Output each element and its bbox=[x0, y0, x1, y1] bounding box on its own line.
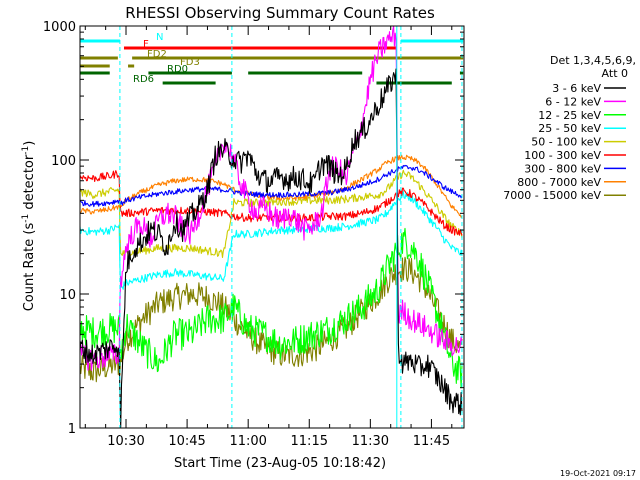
y-tick-label: 1000 bbox=[43, 20, 76, 35]
legend-entry-label: 100 - 300 keV bbox=[524, 149, 601, 162]
legend-header-attenuator: Att 0 bbox=[602, 67, 628, 80]
flag-label-rd6: RD6 bbox=[133, 74, 154, 85]
legend-entry-label: 6 - 12 keV bbox=[545, 95, 601, 108]
x-tick-label: 10:30 bbox=[107, 434, 144, 449]
legend-entry-label: 12 - 25 keV bbox=[538, 109, 601, 122]
legend-entry-label: 3 - 6 keV bbox=[552, 82, 601, 95]
flag-label-fd2: FD2 bbox=[147, 49, 167, 60]
legend-entry-label: 25 - 50 keV bbox=[538, 122, 601, 135]
y-tick-label: 1 bbox=[68, 422, 76, 437]
legend-entry-label: 300 - 800 keV bbox=[524, 162, 601, 175]
chart-title: RHESSI Observing Summary Count Rates bbox=[125, 4, 435, 22]
x-tick-label: 11:15 bbox=[291, 434, 328, 449]
x-tick-label: 11:45 bbox=[413, 434, 450, 449]
flag-label-f: F bbox=[143, 39, 149, 50]
series-line-800-7000-kev bbox=[79, 154, 463, 218]
flag-label-fd3: FD3 bbox=[180, 57, 200, 68]
y-axis-label-part: Count Rate (s bbox=[22, 223, 37, 312]
timestamp: 19-Oct-2021 09:17 bbox=[560, 469, 636, 478]
x-tick-label: 11:30 bbox=[352, 434, 389, 449]
series-line-12-25-kev bbox=[79, 227, 463, 389]
y-axis-label-part: detector bbox=[22, 154, 37, 214]
series-line-3-6-kev bbox=[79, 68, 463, 428]
y-axis-label-sup: -1 bbox=[21, 214, 31, 223]
legend-entry-label: 50 - 100 keV bbox=[531, 136, 601, 149]
y-axis-label-sup: -1 bbox=[21, 146, 31, 155]
series-line-50-100-kev bbox=[79, 169, 463, 258]
series-line-25-50-kev bbox=[79, 190, 463, 290]
legend-header-detectors: Det 1,3,4,5,6,9, bbox=[550, 54, 636, 67]
plot-frame bbox=[79, 25, 465, 429]
flag-label-n: N bbox=[156, 32, 163, 43]
y-axis-label: Count Rate (s-1 detector-1) bbox=[21, 141, 37, 312]
y-tick-label: 100 bbox=[51, 154, 76, 169]
y-tick-label: 10 bbox=[59, 288, 76, 303]
legend-entry-label: 7000 - 15000 keV bbox=[503, 189, 601, 202]
legend-entry-label: 800 - 7000 keV bbox=[517, 176, 601, 189]
x-tick-label: 11:00 bbox=[229, 434, 266, 449]
series-line-300-800-kev bbox=[79, 164, 463, 208]
x-tick-label: 10:45 bbox=[168, 434, 205, 449]
y-axis-label-part: ) bbox=[22, 141, 37, 146]
x-axis-label: Start Time (23-Aug-05 10:18:42) bbox=[174, 456, 386, 471]
flag-label-rd0: RD0 bbox=[167, 64, 188, 75]
